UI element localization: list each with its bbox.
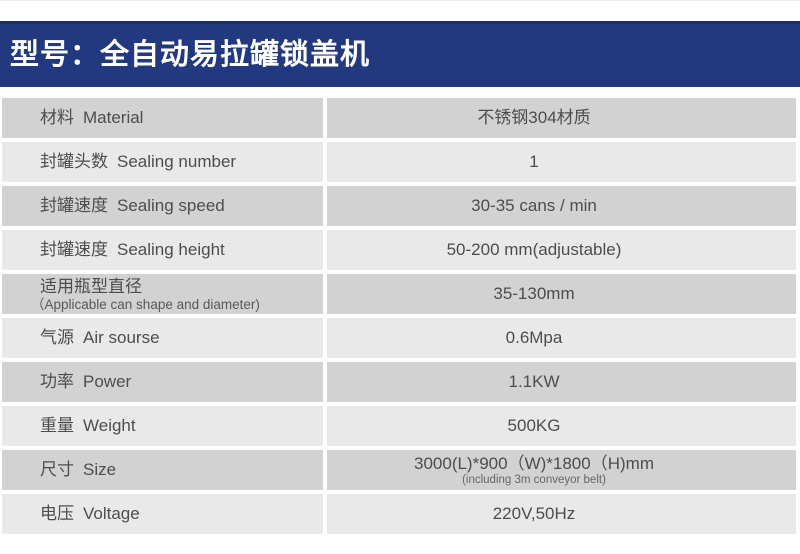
spec-label-en: Size bbox=[83, 460, 117, 479]
spec-value: 30-35 cans / min bbox=[471, 196, 597, 215]
spec-label-en: Weight bbox=[83, 416, 136, 435]
spec-label-zh: 材料 bbox=[40, 108, 74, 127]
spec-value-subtext: (including 3m conveyor belt) bbox=[462, 473, 606, 486]
spec-label-en: Sealing height bbox=[117, 240, 225, 259]
spec-value-cell: 1 bbox=[327, 142, 796, 182]
spec-label-cell: 重量 Weight bbox=[2, 406, 323, 446]
top-margin bbox=[0, 1, 800, 21]
spec-label-zh: 气源 bbox=[40, 328, 74, 347]
spec-label-en: Sealing speed bbox=[117, 196, 225, 215]
spec-value: 0.6Mpa bbox=[505, 328, 563, 347]
spec-value-cell: 50-200 mm(adjustable) bbox=[327, 230, 796, 270]
spec-label-cell: 适用瓶型直径 （Applicable can shape and diameter… bbox=[2, 274, 323, 314]
spec-value: 1 bbox=[529, 152, 539, 171]
spec-value-cell: 35-130mm bbox=[327, 274, 796, 314]
spec-label-subtext: （Applicable can shape and diameter) bbox=[31, 296, 260, 312]
spec-label: 材料 Material bbox=[40, 108, 143, 128]
spec-label-zh: 尺寸 bbox=[40, 460, 74, 479]
spec-label-en: Material bbox=[83, 108, 144, 127]
spec-row: 封罐头数 Sealing number 1 bbox=[0, 142, 800, 182]
spec-value-cell: 1.1KW bbox=[327, 362, 796, 402]
spec-value: 50-200 mm(adjustable) bbox=[446, 240, 622, 259]
spec-row: 功率 Power 1.1KW bbox=[0, 362, 800, 402]
spec-row: 尺寸 Size 3000(L)*900（W)*1800（H)mm (including… bbox=[0, 450, 800, 490]
spec-value-cell: 500KG bbox=[327, 406, 796, 446]
spec-label-cell: 气源 Air sourse bbox=[2, 318, 323, 358]
spec-label-zh: 封罐速度 bbox=[40, 196, 108, 215]
spec-label: 适用瓶型直径 bbox=[40, 277, 151, 297]
spec-value: 35-130mm bbox=[493, 284, 575, 303]
spec-row: 适用瓶型直径 （Applicable can shape and diameter… bbox=[0, 274, 800, 314]
spec-label: 功率 Power bbox=[40, 372, 131, 392]
spec-label-zh: 电压 bbox=[40, 504, 74, 523]
spec-row: 重量 Weight 500KG bbox=[0, 406, 800, 446]
spec-label-cell: 封罐速度 Sealing speed bbox=[2, 186, 323, 226]
spec-value: 不锈钢304材质 bbox=[477, 108, 591, 127]
spec-label: 封罐头数 Sealing number bbox=[40, 152, 236, 172]
spec-label: 尺寸 Size bbox=[40, 460, 116, 480]
spec-label-zh: 重量 bbox=[40, 416, 74, 435]
page-title: 型号：全自动易拉罐锁盖机 bbox=[10, 39, 371, 71]
spec-label-en: Voltage bbox=[83, 504, 140, 523]
spec-label: 重量 Weight bbox=[40, 416, 136, 436]
spec-label-cell: 尺寸 Size bbox=[2, 450, 323, 490]
spec-label: 封罐速度 Sealing height bbox=[40, 240, 225, 260]
spec-value-cell: 3000(L)*900（W)*1800（H)mm (including 3m co… bbox=[327, 450, 796, 490]
spec-label-en: Sealing number bbox=[117, 152, 237, 171]
spec-value-cell: 0.6Mpa bbox=[327, 318, 796, 358]
spec-label-cell: 功率 Power bbox=[2, 362, 323, 402]
spec-value-cell: 220V,50Hz bbox=[327, 494, 796, 534]
spec-value-cell: 不锈钢304材质 bbox=[327, 98, 796, 138]
spec-row: 封罐速度 Sealing speed 30-35 cans / min bbox=[0, 186, 800, 226]
spec-label-cell: 封罐速度 Sealing height bbox=[2, 230, 323, 270]
spec-label: 封罐速度 Sealing speed bbox=[40, 196, 225, 216]
spec-value: 220V,50Hz bbox=[492, 504, 576, 523]
spec-label-zh: 适用瓶型直径 bbox=[40, 276, 142, 296]
spec-label-zh: 封罐头数 bbox=[40, 152, 108, 171]
spec-label-en: Power bbox=[83, 372, 132, 391]
model-header-bar: 型号：全自动易拉罐锁盖机 bbox=[0, 21, 800, 87]
spec-value: 1.1KW bbox=[508, 372, 560, 391]
spec-table: 材料 Material 不锈钢304材质封罐头数 Sealing number 1 封罐速… bbox=[0, 98, 800, 534]
spec-value: 500KG bbox=[507, 416, 561, 435]
spec-label-zh: 功率 bbox=[40, 372, 74, 391]
spec-label-en: Air sourse bbox=[83, 328, 160, 347]
spec-label: 电压 Voltage bbox=[40, 504, 140, 524]
spec-row: 气源 Air sourse 0.6Mpa bbox=[0, 318, 800, 358]
spec-label-zh: 封罐速度 bbox=[40, 240, 108, 259]
spec-label-cell: 封罐头数 Sealing number bbox=[2, 142, 323, 182]
spec-row: 封罐速度 Sealing height 50-200 mm(adjustable) bbox=[0, 230, 800, 270]
spec-row: 材料 Material 不锈钢304材质 bbox=[0, 98, 800, 138]
spec-label-cell: 材料 Material bbox=[2, 98, 323, 138]
spec-value-cell: 30-35 cans / min bbox=[327, 186, 796, 226]
spec-row: 电压 Voltage 220V,50Hz bbox=[0, 494, 800, 534]
spec-label-cell: 电压 Voltage bbox=[2, 494, 323, 534]
spec-label: 气源 Air sourse bbox=[40, 328, 160, 348]
spec-value: 3000(L)*900（W)*1800（H)mm bbox=[414, 453, 654, 473]
